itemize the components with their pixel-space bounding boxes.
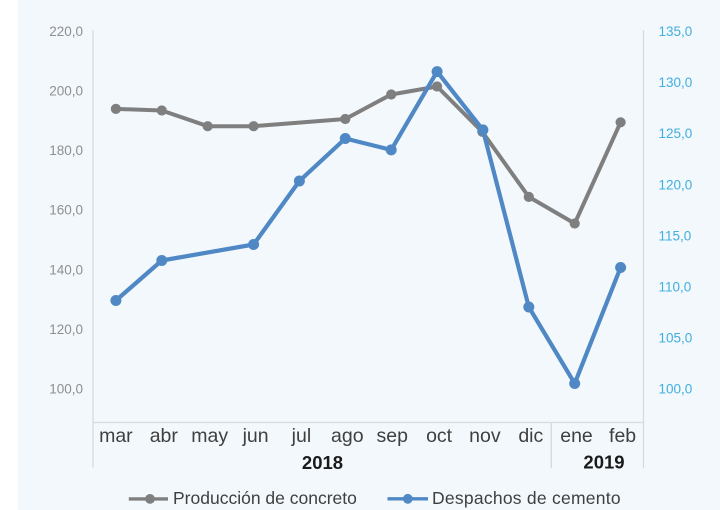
svg-text:160,0: 160,0 <box>49 203 83 218</box>
svg-text:220,0: 220,0 <box>49 24 83 39</box>
svg-text:Despachos de cemento: Despachos de cemento <box>432 488 621 508</box>
svg-text:dic: dic <box>518 425 543 447</box>
svg-text:100,0: 100,0 <box>49 382 83 397</box>
svg-text:2019: 2019 <box>583 452 624 473</box>
svg-text:mar: mar <box>99 425 133 447</box>
svg-text:jun: jun <box>242 425 269 447</box>
svg-text:oct: oct <box>426 425 453 447</box>
svg-text:jul: jul <box>291 425 312 447</box>
svg-text:120,0: 120,0 <box>659 177 693 192</box>
svg-text:140,0: 140,0 <box>49 262 83 277</box>
svg-text:2018: 2018 <box>302 452 343 473</box>
svg-text:200,0: 200,0 <box>49 84 83 99</box>
svg-text:nov: nov <box>469 425 501 447</box>
svg-text:may: may <box>191 425 228 447</box>
svg-text:120,0: 120,0 <box>49 322 83 337</box>
svg-text:Producción de concreto: Producción de concreto <box>173 488 357 508</box>
svg-text:100,0: 100,0 <box>659 382 693 397</box>
svg-text:180,0: 180,0 <box>49 143 83 158</box>
svg-text:ago: ago <box>331 425 364 447</box>
svg-text:125,0: 125,0 <box>659 126 693 141</box>
svg-text:ene: ene <box>560 425 593 447</box>
svg-text:115,0: 115,0 <box>659 228 692 243</box>
svg-text:135,0: 135,0 <box>659 24 693 39</box>
svg-text:sep: sep <box>376 425 408 447</box>
svg-text:feb: feb <box>609 425 636 447</box>
svg-text:105,0: 105,0 <box>659 331 693 346</box>
svg-text:110,0: 110,0 <box>659 280 692 295</box>
svg-text:abr: abr <box>150 425 179 447</box>
svg-text:130,0: 130,0 <box>659 75 693 90</box>
